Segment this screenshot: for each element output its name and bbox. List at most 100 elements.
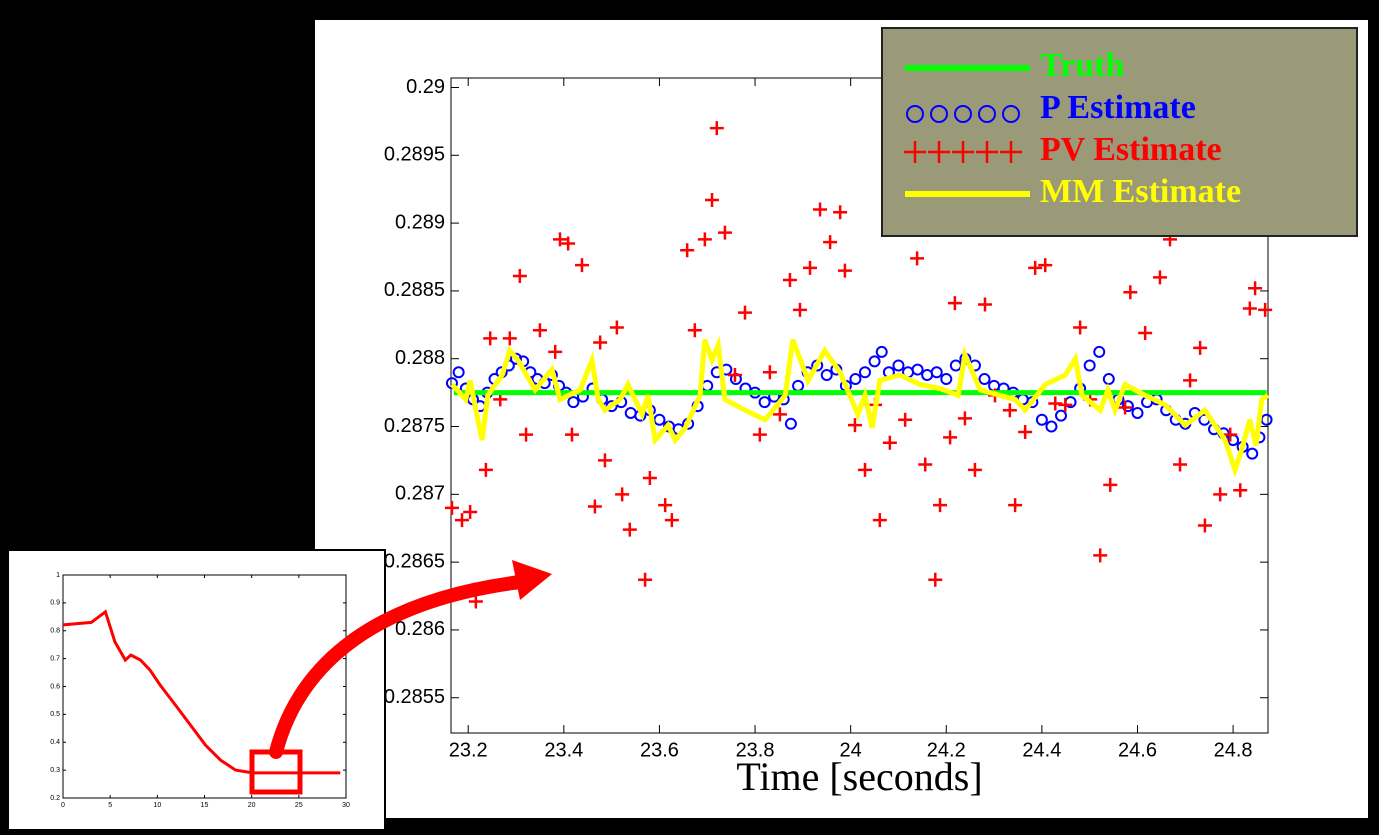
series-line: [62, 609, 341, 775]
point: [502, 331, 517, 346]
x-tick-label: 10: [153, 802, 161, 809]
point: [593, 335, 608, 350]
point: [615, 487, 630, 502]
point: [642, 471, 657, 486]
y-tick-label: 0.9: [50, 600, 60, 607]
legend-swatch: [1002, 105, 1020, 123]
point: [1093, 548, 1108, 563]
x-tick-label: 24.8: [1214, 739, 1253, 761]
y-tick-label: 0.3: [50, 767, 60, 774]
point: [1123, 285, 1138, 300]
point: [1213, 487, 1228, 502]
x-tick-label: 5: [108, 802, 112, 809]
legend-swatch: [954, 105, 972, 123]
point: [483, 331, 498, 346]
point: [1028, 260, 1043, 275]
point: [1093, 345, 1106, 358]
legend-swatch: [906, 105, 924, 123]
legend-swatch: [904, 141, 926, 163]
point: [567, 396, 580, 409]
point: [532, 323, 547, 338]
point: [1152, 270, 1167, 285]
point: [705, 193, 720, 208]
y-tick-label: 0.287: [395, 483, 445, 505]
point: [597, 453, 612, 468]
point: [519, 427, 534, 442]
point: [574, 258, 589, 273]
legend-swatch: [930, 105, 948, 123]
x-tick-label: 24: [840, 739, 862, 761]
x-tick-label: 23.2: [449, 739, 488, 761]
point: [478, 462, 493, 477]
point: [892, 359, 905, 372]
x-tick-label: 23.8: [736, 739, 775, 761]
point: [1173, 457, 1188, 472]
y-tick-label: 0.2865: [384, 550, 445, 572]
y-tick-label: 0.4: [50, 739, 60, 746]
point: [1048, 396, 1063, 411]
point: [858, 366, 871, 379]
y-tick-label: 0.7: [50, 655, 60, 662]
point: [1103, 477, 1118, 492]
y-tick-label: 0.2875: [384, 415, 445, 437]
point: [820, 368, 833, 381]
point: [463, 504, 478, 519]
point: [943, 430, 958, 445]
point: [933, 498, 948, 513]
point: [697, 232, 712, 247]
point: [1118, 400, 1133, 415]
point: [664, 513, 679, 528]
point: [1131, 406, 1144, 419]
y-tick-label: 0.2855: [384, 686, 445, 708]
x-tick-label: 24.4: [1022, 739, 1061, 761]
series-line: [450, 335, 1270, 478]
point: [823, 235, 838, 250]
y-tick-label: 0.2: [50, 795, 60, 802]
legend-swatch: [978, 105, 996, 123]
point: [977, 297, 992, 312]
point: [1246, 447, 1259, 460]
point: [1008, 498, 1023, 513]
point: [837, 263, 852, 278]
point: [928, 572, 943, 587]
point: [1223, 427, 1238, 442]
point: [1038, 258, 1053, 273]
point: [833, 205, 848, 220]
point: [658, 498, 673, 513]
point: [1248, 281, 1263, 296]
point: [947, 296, 962, 311]
point: [552, 232, 567, 247]
point: [1058, 397, 1073, 412]
point: [1055, 409, 1068, 422]
x-tick-label: 15: [201, 802, 209, 809]
x-axis-label: Time [seconds]: [736, 754, 982, 799]
legend-swatch: [952, 141, 974, 163]
x-tick-label: 23.4: [544, 739, 583, 761]
point: [468, 594, 483, 609]
point: [910, 251, 925, 266]
point: [898, 412, 913, 427]
point: [1258, 302, 1273, 317]
point: [784, 417, 797, 430]
point: [882, 435, 897, 450]
point: [758, 396, 771, 409]
point: [687, 323, 702, 338]
y-tick-label: 0.288: [395, 347, 445, 369]
main-chart: 0.2855 0.286 0.2865 0.287 0.2875 0.288 0.2885 0…: [384, 27, 1358, 799]
point: [803, 260, 818, 275]
point: [512, 268, 527, 283]
legend-label: MM Estimate: [1040, 173, 1241, 210]
point: [609, 320, 624, 335]
point: [1045, 420, 1058, 433]
point: [1193, 340, 1208, 355]
point: [1121, 400, 1134, 413]
x-tick-label: 25: [295, 802, 303, 809]
y-tick-label: 0.8: [50, 628, 60, 635]
point: [1073, 320, 1088, 335]
y-tick-label: 0.286: [395, 618, 445, 640]
legend-box: [881, 27, 1358, 237]
point: [548, 344, 563, 359]
point: [444, 500, 459, 515]
arrow-head: [512, 560, 552, 600]
